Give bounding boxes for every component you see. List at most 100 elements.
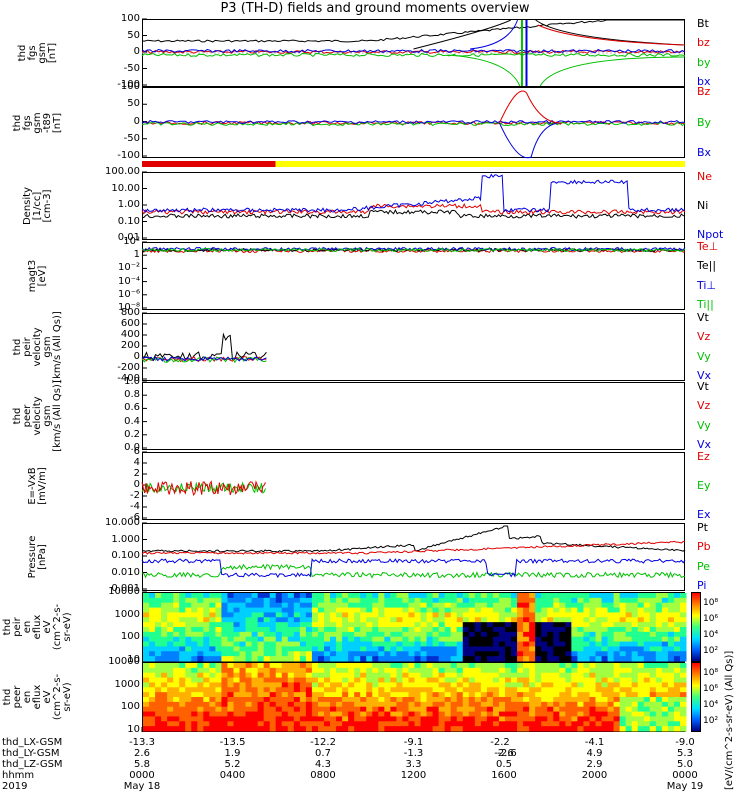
electron-spec-cell (281, 692, 289, 698)
electron-spec-cell (492, 672, 500, 679)
electron-spec-cell (541, 682, 548, 688)
electron-spec-cell (595, 726, 603, 732)
lx-extra-label: -2.6 (497, 748, 517, 759)
electron-spec-cell (239, 687, 247, 693)
ion-spec-cell (679, 607, 687, 613)
ion-spec-cell (366, 597, 373, 604)
ion-spec-cell (155, 641, 162, 647)
electron-spec-cell (426, 663, 434, 669)
ion-spec-cell (384, 597, 391, 604)
ion-spec-cell (667, 622, 675, 628)
electron-spec-cell (474, 667, 482, 674)
electron-spec-cell (245, 672, 253, 679)
electron-spec-cell (517, 701, 524, 708)
ion-spec-cell (342, 656, 349, 662)
ion-spec-cell (655, 597, 663, 604)
electron-spec-cell (601, 716, 609, 722)
ion-spec-cell (317, 656, 325, 662)
electron-spec-cell (173, 726, 180, 732)
ion-spec-cell (233, 641, 241, 647)
electron-spec-cell (565, 697, 572, 703)
ion-spec-cell (480, 627, 488, 633)
ion-spec-cell (299, 607, 307, 613)
electron-spec-cell (257, 667, 265, 674)
ion-spec-cell (239, 627, 247, 633)
ion-spec-cell (505, 651, 512, 657)
electron-spec-cell (161, 716, 168, 722)
electron-spec-cell (649, 663, 657, 669)
ion-spec-cell (426, 656, 434, 662)
electron-spec-cell (390, 701, 397, 708)
ion-spec-cell (354, 636, 361, 643)
electron-spec-cell (245, 682, 253, 688)
ion-spec-cell (601, 627, 609, 633)
ion-spec-cell (649, 646, 657, 652)
ion-spec-cell (402, 631, 409, 638)
pe-line (141, 563, 686, 579)
electron-spec-cell (673, 716, 681, 722)
electron-spec-cell (221, 716, 228, 722)
ion-spec-cell (643, 631, 651, 638)
ion-spec-cell (547, 651, 554, 657)
electron-spec-cell (185, 721, 192, 727)
ion-spec-cell (173, 612, 180, 618)
electron-spec-cell (456, 663, 464, 669)
ion-spec-cell (589, 636, 596, 643)
electron-spec-cell (281, 706, 289, 713)
electron-spec-cell (553, 726, 560, 732)
ion-spec-cell (589, 617, 596, 623)
ion-spec-cell (643, 627, 651, 633)
ion-spec-cell (637, 631, 645, 638)
ion-spec-cell (185, 602, 192, 609)
electron-spec-cell (257, 726, 265, 732)
electron-spec-cell (474, 721, 482, 727)
electron-spec-cell (161, 692, 168, 698)
electron-spec-cell (426, 716, 434, 722)
ion-spec-cell (474, 651, 482, 657)
electron-spec-cell (239, 677, 247, 683)
electron-spec-cell (269, 682, 277, 688)
ion-spec-cell (251, 612, 259, 618)
ion-spec-cell (378, 656, 385, 662)
ion-spec-cell (444, 617, 452, 623)
electron-spec-cell (450, 716, 458, 722)
colorbar-title: [eV/(cm^2-s-sr-eV) (All Qs)] (724, 650, 735, 790)
ion-spec-cell (631, 636, 639, 643)
ion-spec-cell (426, 641, 434, 647)
ion-spec-cell (601, 656, 609, 662)
ion-spec-cell (625, 607, 633, 613)
electron-spec-cell (245, 692, 253, 698)
electron-spec-cell (589, 701, 596, 708)
ion-spec-cell (438, 617, 446, 623)
ion-spec-cell (155, 617, 162, 623)
ion-spec-cell (511, 656, 518, 662)
ion-spec-cell (330, 607, 337, 613)
electron-spec-cell (366, 692, 373, 698)
electron-spec-cell (179, 726, 186, 732)
electron-spec-cell (456, 726, 464, 732)
ytick-fgs: 50 (127, 29, 140, 41)
electron-spec-cell (149, 667, 156, 674)
electron-spec-cell (553, 682, 560, 688)
ion-spec-cell (245, 612, 253, 618)
ion-spec-cell (360, 607, 367, 613)
ion-spec-cell (275, 593, 283, 599)
ion-spec-cell (426, 636, 434, 643)
electron-spec-cell (402, 697, 409, 703)
legend-pressure-Pe: Pe (697, 559, 711, 573)
ion-spec-cell (317, 622, 325, 628)
ion-spec-cell (378, 617, 385, 623)
ion-spec-cell (631, 602, 639, 609)
electron-spec-cell (571, 663, 578, 669)
electron-spec-cell (191, 677, 198, 683)
electron-spec-cell (631, 663, 639, 669)
electron-spec-cell (348, 721, 355, 727)
electron-spec-cell (311, 692, 319, 698)
ion-spec-cell (505, 617, 512, 623)
ion-spec-cell (679, 631, 687, 638)
ion-spec-cell (462, 622, 470, 628)
electron-spec-cell (203, 701, 210, 708)
ion-spec-cell (517, 607, 524, 613)
ytick-temp: 10⁻² (117, 262, 140, 274)
electron-spec-cell (221, 663, 228, 669)
